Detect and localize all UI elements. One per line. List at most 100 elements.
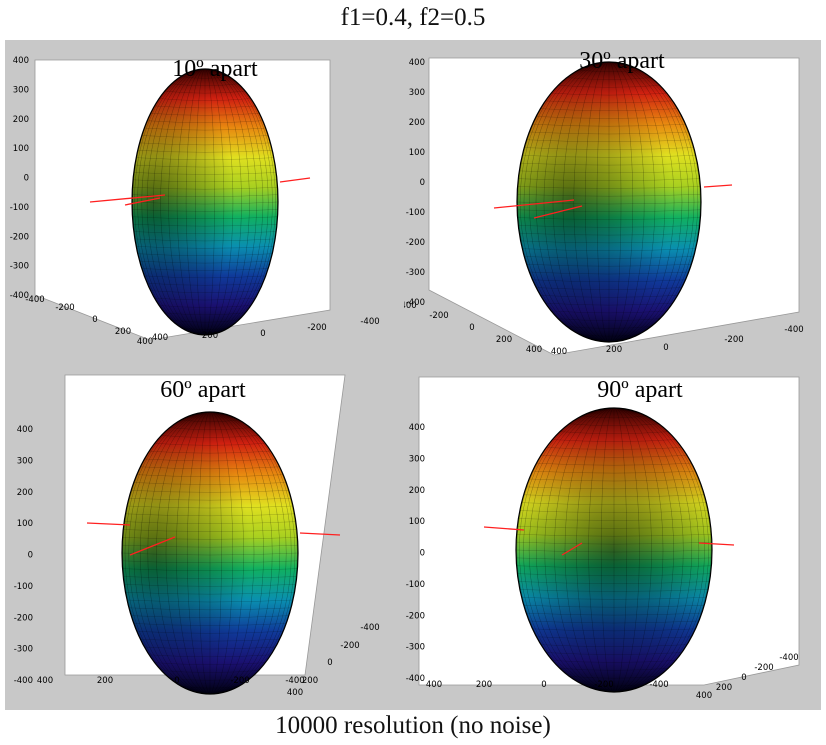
mesh-latitude [164,90,246,94]
mesh-latitude [551,92,667,96]
mesh-latitude [136,474,284,477]
mesh-latitude [133,223,277,227]
x-tick-label: 0 [469,323,474,333]
z-tick-label: 0 [420,178,425,188]
z-tick-label: -200 [14,613,33,623]
z-tick-label: -100 [406,208,425,218]
y-tick-label: 200 [302,676,318,686]
mesh-latitude [139,260,271,264]
mesh-latitude [518,581,710,584]
z-tick-label: -400 [406,298,425,308]
mesh-latitude [516,533,712,537]
mesh-latitude [123,576,297,579]
z-tick-label: -300 [406,643,425,653]
z-tick-label: 300 [409,454,425,464]
x-tick-label: -400 [285,676,304,686]
mesh-latitude [144,458,276,462]
surface-outline [121,411,299,695]
y-tick-label: 0 [663,343,668,353]
mesh-latitude [133,623,287,626]
mesh-latitude [519,232,699,236]
z-tick-label: 100 [13,144,29,154]
z-tick-label: 400 [409,58,425,68]
surface-outline [516,61,702,343]
mesh-latitude [181,685,239,689]
z-tick-label: -400 [14,676,33,686]
mesh-latitude [171,83,239,87]
z-tick-label: -400 [406,674,425,684]
y-tick-label: 0 [327,658,332,668]
mesh-latitude [526,612,702,616]
mesh-latitude [149,654,271,658]
mesh-latitude [517,217,701,220]
mesh-latitude [536,287,682,290]
mesh-latitude [532,628,696,632]
mesh-latitude [122,544,298,548]
surface-shading [132,69,278,335]
z-tick-label: 200 [13,115,29,125]
x-tick-label: -200 [594,680,613,690]
z-tick-label: 200 [409,118,425,128]
z-tick-label: 400 [409,423,425,433]
mesh-latitude [545,100,673,104]
mesh-latitude [144,275,266,279]
z-tick-label: -200 [10,232,29,242]
mesh-latitude [581,683,647,687]
y-tick-label: 0 [741,673,746,683]
x-tick-label: 400 [137,337,153,347]
mesh-latitude [132,209,278,212]
z-tick-label: 0 [420,549,425,559]
mesh-latitude [524,256,694,259]
mesh-latitude [516,565,712,569]
mesh-latitude [124,584,296,587]
mesh-latitude [131,615,289,618]
mesh-latitude [136,246,274,249]
z-tick-label: -200 [406,611,425,621]
y-tick-label: 400 [287,688,303,698]
ray-line [561,542,583,556]
mesh-latitude [125,591,295,595]
mesh-latitude [540,108,678,111]
y-tick-label: 200 [716,683,732,693]
y-tick-label: 200 [606,345,622,355]
x-tick-label: 0 [92,315,97,325]
mesh-latitude [518,518,710,521]
mesh-latitude [540,644,688,647]
z-tick-label: 0 [24,174,29,184]
mesh-latitude [137,253,273,256]
y-tick-label: 400 [152,333,168,343]
y-tick-label: 400 [696,691,712,701]
mesh-latitude [124,521,296,524]
mesh-latitude [134,238,276,242]
mesh-latitude [520,240,698,244]
x-tick-label: 200 [476,680,492,690]
ray-line [533,205,583,219]
mesh-latitude [517,186,701,189]
mesh-latitude [127,505,293,509]
ray-line [483,526,525,531]
mesh-latitude [123,529,297,532]
figure-footer: 10000 resolution (no noise) [275,712,551,739]
z-tick-label: 400 [17,425,33,435]
mesh-latitude [540,455,688,458]
x-tick-label: 200 [115,327,131,337]
mesh-latitude [517,193,701,197]
mesh-latitude [133,231,277,234]
y-tick-label: -400 [360,623,379,633]
mesh-latitude [566,77,652,80]
y-tick-label: -200 [307,323,326,333]
z-tick-label: -100 [10,203,29,213]
z-tick-label: 100 [17,519,33,529]
mesh-latitude [521,597,707,600]
z-tick-label: 100 [409,148,425,158]
mesh-latitude [522,155,696,158]
surface-outline [515,407,713,693]
mesh-latitude [141,268,269,271]
x-tick-label: -200 [429,311,448,321]
panel-title: 60º apart [160,377,246,403]
mesh-latitude [122,537,298,540]
mesh-latitude [128,607,292,611]
mesh-latitude [132,186,278,190]
surface-shading [516,408,712,692]
z-tick-label: 300 [17,456,33,466]
